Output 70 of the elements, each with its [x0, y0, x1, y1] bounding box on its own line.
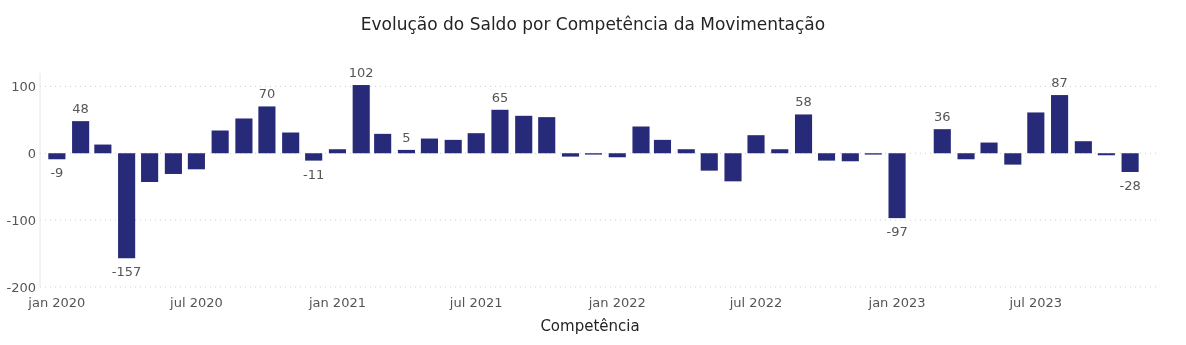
- bar: [700, 153, 718, 171]
- bar: [94, 144, 112, 154]
- x-tick-label: jul 2022: [728, 295, 783, 310]
- bar: [258, 106, 276, 154]
- bar: [1121, 153, 1139, 172]
- data-label: 102: [348, 65, 374, 81]
- bar: [187, 153, 205, 170]
- x-tick-label: jan 2020: [27, 295, 86, 310]
- bar: [933, 129, 951, 154]
- bar: [841, 153, 859, 162]
- bar: [771, 149, 789, 154]
- data-label: -97: [886, 224, 908, 240]
- bar: [653, 139, 672, 154]
- bar: [141, 153, 159, 183]
- x-tick-label: jan 2022: [587, 295, 646, 310]
- bar: [538, 117, 556, 154]
- y-tick-label: -200: [6, 280, 36, 295]
- x-tick-label: jan 2023: [867, 295, 926, 310]
- x-axis-title: Competência: [540, 317, 640, 335]
- bar: [724, 153, 742, 182]
- chart-title: Evolução do Saldo por Competência da Movimentação: [360, 14, 826, 34]
- y-tick-label: 0: [27, 146, 36, 162]
- bar: [328, 149, 346, 154]
- bar: [1004, 153, 1022, 165]
- data-label: 58: [795, 94, 812, 110]
- bar: [794, 114, 813, 154]
- bar: [235, 118, 253, 154]
- y-tick-label: -100: [6, 213, 36, 229]
- bar: [72, 121, 90, 154]
- data-label: 36: [934, 109, 951, 125]
- bar: [118, 153, 136, 259]
- bar: [515, 115, 533, 154]
- x-tick-label: jan 2021: [307, 295, 366, 310]
- bar: [980, 142, 998, 154]
- bar: [444, 139, 462, 154]
- data-label: -9: [50, 165, 64, 181]
- data-label: -157: [111, 264, 142, 280]
- data-label: 48: [72, 101, 89, 117]
- x-tick-label: jul 2021: [448, 295, 503, 310]
- y-tick-label: 100: [11, 79, 36, 95]
- bar: [211, 130, 229, 154]
- bar: [1074, 141, 1092, 154]
- data-label: -28: [1119, 177, 1141, 193]
- bar: [957, 153, 975, 160]
- bar: [467, 133, 485, 154]
- bar: [374, 133, 392, 154]
- bar: [561, 153, 580, 157]
- bar: [747, 135, 765, 154]
- x-tick-label: jul 2023: [1008, 295, 1063, 310]
- bar: [608, 153, 626, 158]
- data-label: 70: [258, 86, 276, 102]
- data-label: 65: [491, 89, 509, 105]
- bar: [164, 153, 182, 174]
- bar: [1027, 112, 1045, 154]
- bar: [491, 109, 509, 154]
- bar: [1051, 95, 1069, 154]
- bar: [305, 153, 323, 161]
- bar: [282, 132, 300, 154]
- bar: [48, 153, 66, 160]
- bar: [1097, 153, 1115, 156]
- x-tick-label: jul 2020: [169, 295, 223, 310]
- bar: [817, 153, 836, 161]
- data-label: -11: [303, 166, 325, 182]
- bar: [352, 85, 370, 154]
- bar: [888, 153, 906, 219]
- bar: [677, 149, 695, 154]
- bar: [632, 126, 650, 154]
- data-label: 87: [1051, 75, 1068, 91]
- bar: [420, 138, 438, 154]
- data-label: 5: [402, 129, 411, 145]
